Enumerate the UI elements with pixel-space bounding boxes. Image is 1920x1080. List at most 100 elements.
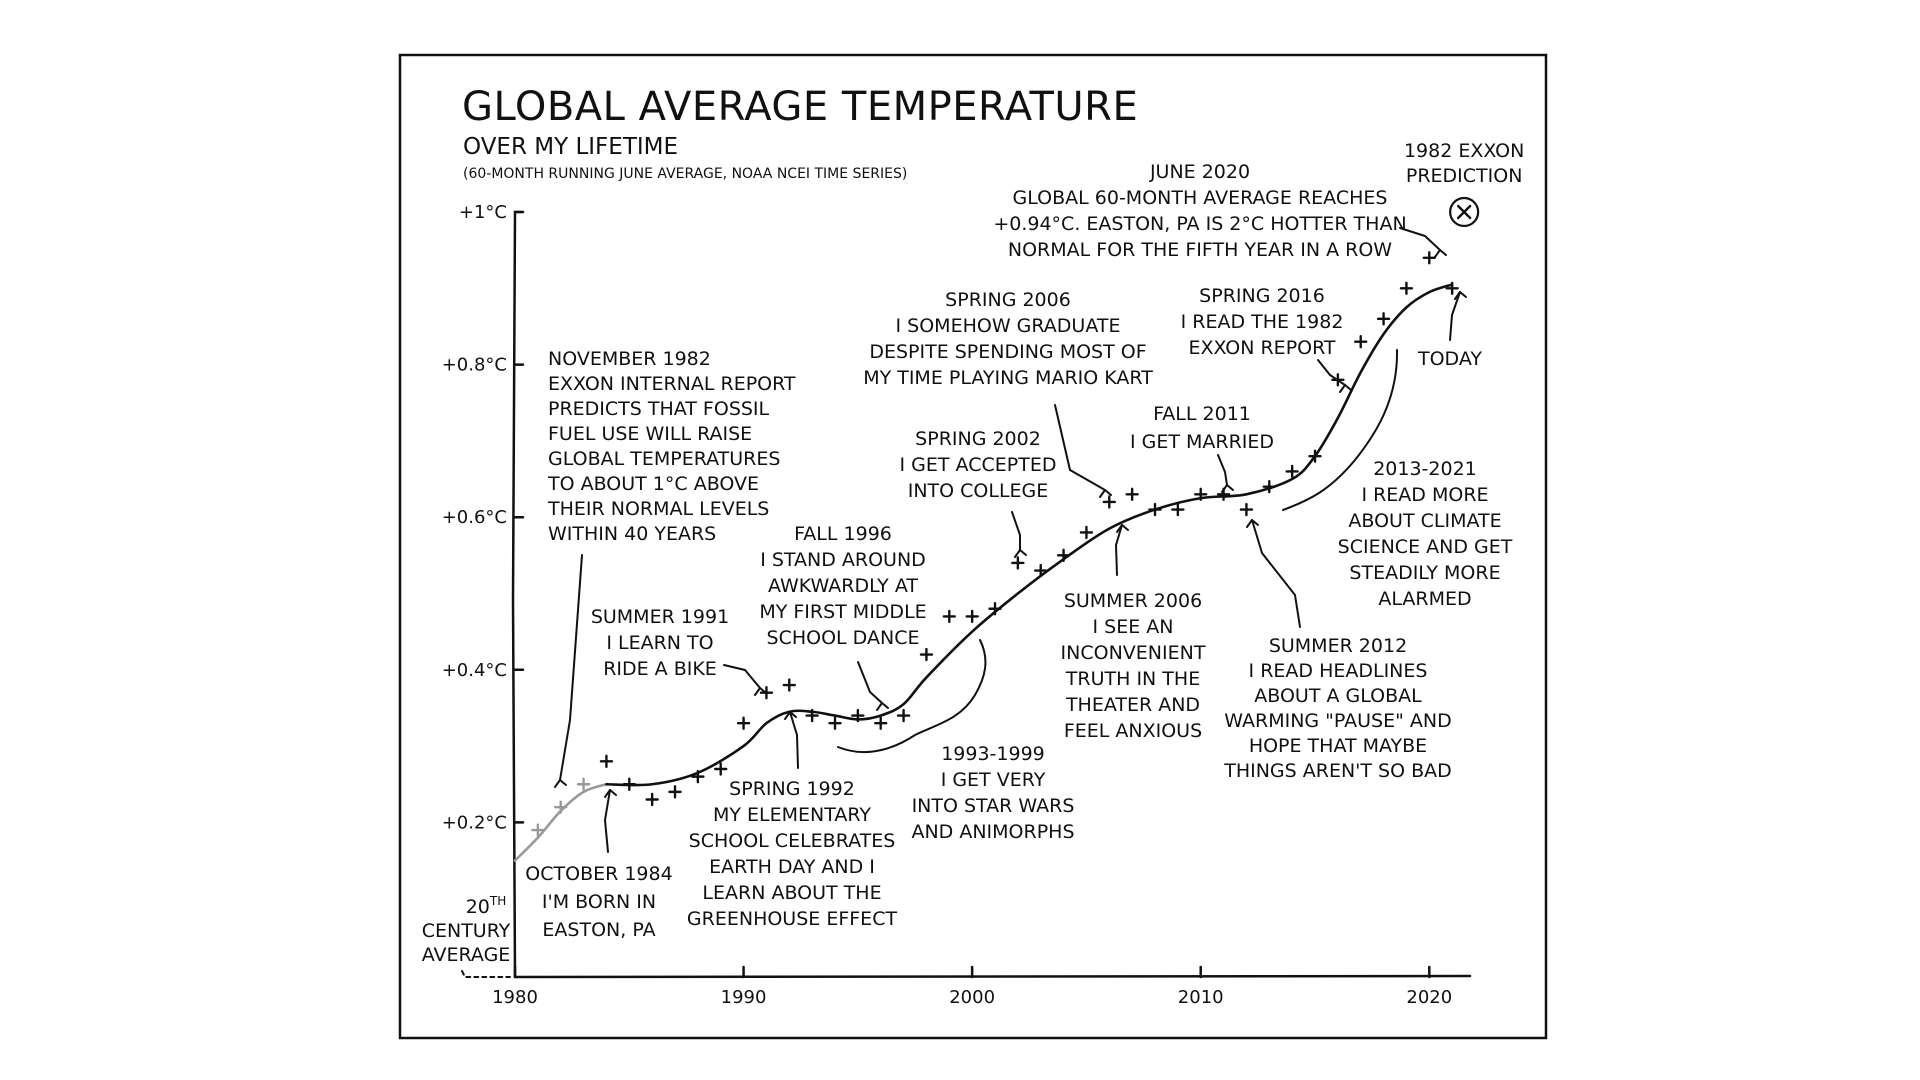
annotation-line: ABOUT CLIMATE xyxy=(1348,510,1501,532)
annotation-line: DESPITE SPENDING MOST OF xyxy=(869,341,1146,363)
annotation-line: SUMMER 2006 xyxy=(1064,590,1202,612)
arrow-head xyxy=(554,779,567,788)
data-point xyxy=(1034,563,1048,578)
annotation-nov1982: NOVEMBER 1982 EXXON INTERNAL REPORT PREDIC… xyxy=(547,348,796,788)
chart-title: GLOBAL AVERAGE TEMPERATURE xyxy=(462,84,1138,130)
annotation-arrow xyxy=(1251,519,1301,628)
annotation-line: MY ELEMENTARY xyxy=(713,804,871,826)
annotation-line: SCIENCE AND GET xyxy=(1338,536,1513,558)
annotation-arrow xyxy=(857,661,883,704)
annotation-spring2016: SPRING 2016 I READ THE 1982 EXXON REPORT xyxy=(1181,285,1352,393)
annotation-line: HOPE THAT MAYBE xyxy=(1249,735,1427,757)
annotation-line: +0.94°C. EASTON, PA IS 2°C HOTTER THAN xyxy=(993,213,1406,235)
annotation-line: GLOBAL TEMPERATURES xyxy=(548,448,780,470)
baseline-label-line: CENTURY xyxy=(422,920,511,942)
data-point xyxy=(1354,335,1368,349)
annotation-line: I'M BORN IN xyxy=(542,891,656,913)
annotation-spring2006: SPRING 2006 I SOMEHOW GRADUATE DESPITE SPE… xyxy=(863,289,1153,498)
exxon-prediction-label: 1982 EXXON xyxy=(1404,140,1524,162)
arrow-head xyxy=(1221,484,1234,493)
comic-border xyxy=(398,53,1548,1040)
annotation-line: 1993-1999 xyxy=(941,743,1045,765)
data-point xyxy=(1445,281,1459,295)
annotation-line: SPRING 2002 xyxy=(915,428,1041,450)
data-point xyxy=(1422,251,1436,265)
annotation-line: FALL 2011 xyxy=(1153,403,1251,425)
data-point xyxy=(531,823,545,837)
data-point xyxy=(1239,502,1254,517)
annotation-line: SUMMER 2012 xyxy=(1269,635,1407,657)
annotation-line: FEEL ANXIOUS xyxy=(1064,720,1202,742)
chart-source-note: (60-MONTH RUNNING JUNE AVERAGE, NOAA NCE… xyxy=(463,166,907,182)
annotation-line: MY TIME PLAYING MARIO KART xyxy=(863,367,1153,389)
annotations: NOVEMBER 1982 EXXON INTERNAL REPORT PREDIC… xyxy=(525,161,1512,941)
annotation-line: EARTH DAY AND I xyxy=(709,856,875,878)
y-tick-label: +0.6°C xyxy=(442,507,507,528)
exxon-prediction: 1982 EXXON PREDICTION xyxy=(1404,140,1524,228)
data-points xyxy=(531,251,1459,837)
annotation-arrow xyxy=(1317,359,1346,386)
annotation-line: STEADILY MORE xyxy=(1349,562,1500,584)
data-point xyxy=(668,785,682,799)
annotation-line: INTO COLLEGE xyxy=(908,480,1049,502)
data-point xyxy=(805,708,819,723)
data-point xyxy=(1079,525,1094,540)
annotation-arrow xyxy=(1399,227,1441,251)
annotation-summer2006: SUMMER 2006 I SEE AN INCONVENIENT TRUTH IN … xyxy=(1061,524,1206,742)
arrow-head xyxy=(1454,291,1467,300)
annotation-fall2011: FALL 2011 I GET MARRIED xyxy=(1130,403,1274,493)
annotation-line: I SEE AN xyxy=(1093,616,1174,638)
exxon-prediction-label: PREDICTION xyxy=(1406,165,1523,187)
data-point xyxy=(919,647,934,662)
annotation-line: TRUTH IN THE xyxy=(1065,668,1200,690)
annotation-line: FUEL USE WILL RAISE xyxy=(548,423,752,445)
data-point xyxy=(576,777,591,791)
x-axis-line xyxy=(513,974,1472,979)
annotation-line: SPRING 1992 xyxy=(729,778,855,800)
annotation-line: RIDE A BIKE xyxy=(603,658,717,680)
x-tick-label: 2020 xyxy=(1406,987,1452,1008)
annotation-line: JUNE 2020 xyxy=(1149,161,1250,183)
annotation-line: ABOUT A GLOBAL xyxy=(1254,685,1422,707)
range-brace-2013-2021 xyxy=(1282,349,1399,511)
data-point xyxy=(942,609,956,624)
annotation-line: FALL 1996 xyxy=(794,523,892,545)
arrow-head xyxy=(1099,489,1112,498)
annotation-line: MY FIRST MIDDLE xyxy=(759,601,926,623)
data-point xyxy=(874,716,888,730)
annotation-line: PREDICTS THAT FOSSIL xyxy=(548,398,770,420)
annotation-line: TO ABOUT 1°C ABOVE xyxy=(547,473,759,495)
annotation-line: INCONVENIENT xyxy=(1061,642,1206,664)
data-point xyxy=(965,609,979,624)
data-point xyxy=(714,762,728,776)
annotation-line: I SOMEHOW GRADUATE xyxy=(896,315,1121,337)
annotation-line: SUMMER 1991 xyxy=(591,606,729,628)
arrow-head xyxy=(876,702,889,711)
annotation-line: 2013-2021 xyxy=(1373,458,1477,480)
annotation-line: I GET MARRIED xyxy=(1130,431,1274,453)
annotation-arrow xyxy=(559,554,583,781)
arrow-head xyxy=(1014,549,1027,558)
data-point xyxy=(1056,548,1071,563)
data-point xyxy=(1148,502,1162,517)
annotation-line: I GET ACCEPTED xyxy=(900,454,1057,476)
arrow-head xyxy=(1116,524,1129,533)
data-point xyxy=(782,678,796,692)
data-point xyxy=(599,754,614,769)
annotation-line: I LEARN TO xyxy=(606,632,713,654)
annotation-summer1991: SUMMER 1991 I LEARN TO RIDE A BIKE xyxy=(591,606,767,696)
baseline-label-line: AVERAGE xyxy=(422,944,511,966)
x-tick-label: 1990 xyxy=(721,987,767,1008)
data-point xyxy=(1376,312,1391,326)
annotation-today: TODAY xyxy=(1417,291,1482,370)
range-brace-1993-1999 xyxy=(837,639,987,754)
annotation-line: AWKWARDLY AT xyxy=(768,575,918,597)
annotation-y1993_1999: 1993-1999 I GET VERY INTO STAR WARS AND ANI… xyxy=(911,743,1074,843)
annotation-line: ALARMED xyxy=(1378,588,1471,610)
annotation-line: EXXON INTERNAL REPORT xyxy=(548,373,796,395)
data-point xyxy=(1399,281,1414,295)
annotation-line: GLOBAL 60-MONTH AVERAGE REACHES xyxy=(1013,187,1388,209)
data-point xyxy=(851,708,865,723)
arrow-head xyxy=(784,711,797,720)
